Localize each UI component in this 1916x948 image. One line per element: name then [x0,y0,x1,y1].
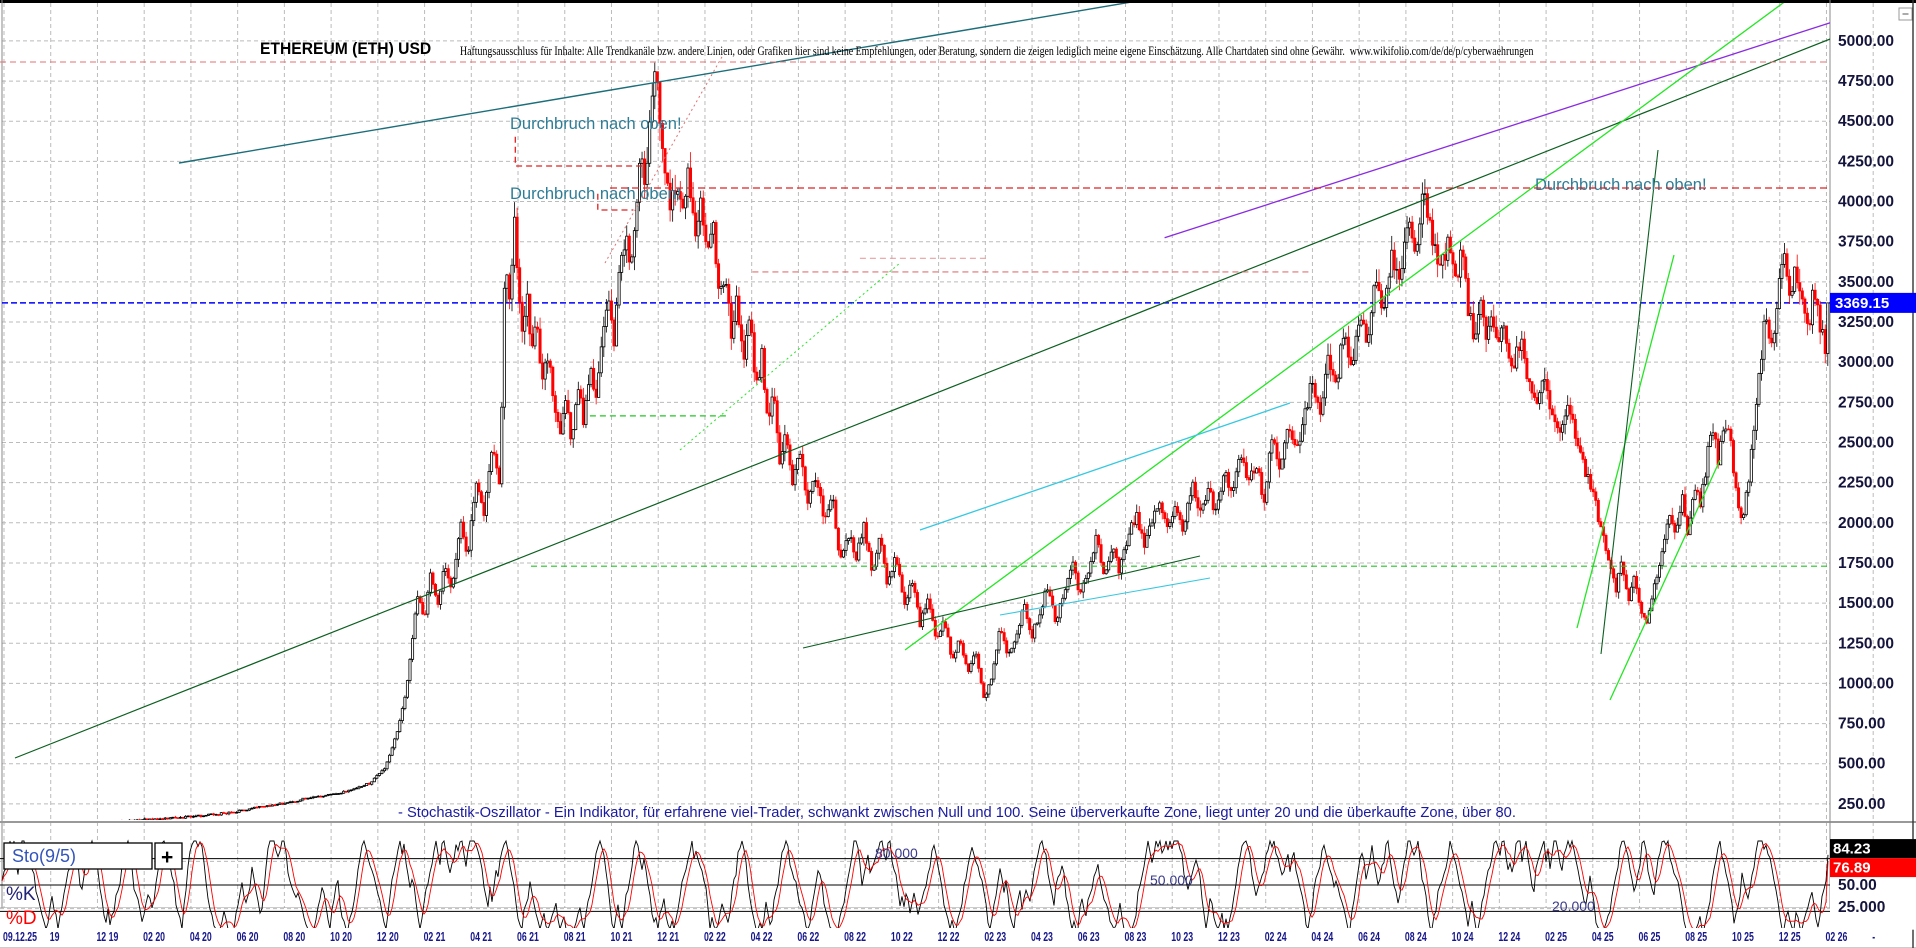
svg-text:%D: %D [6,908,37,929]
svg-text:08 25: 08 25 [1685,931,1707,945]
svg-text:3000.00: 3000.00 [1838,354,1894,371]
svg-text:12 23: 12 23 [1218,931,1240,945]
svg-text:08 20: 08 20 [283,931,305,945]
svg-text:25.000: 25.000 [1838,899,1885,916]
svg-text:04 20: 04 20 [190,931,212,945]
svg-text:Durchbruch nach oben!: Durchbruch nach oben! [510,115,682,133]
svg-text:- Stochastik-Oszillator - Ein: - Stochastik-Oszillator - Ein Indikator,… [398,805,1516,821]
svg-text:06 25: 06 25 [1639,931,1661,945]
svg-text:19: 19 [50,931,60,945]
svg-text:06 20: 06 20 [237,931,259,945]
svg-text:1250.00: 1250.00 [1838,635,1894,652]
svg-text:Sto(9/5): Sto(9/5) [12,846,76,866]
svg-text:84.23: 84.23 [1833,841,1871,858]
svg-text:2500.00: 2500.00 [1838,434,1894,451]
svg-text:09.12.25: 09.12.25 [3,931,37,945]
svg-text:02 23: 02 23 [984,931,1006,945]
svg-text:4750.00: 4750.00 [1838,73,1894,90]
svg-text:20.000: 20.000 [1552,898,1595,914]
svg-text:02 21: 02 21 [424,931,446,945]
svg-text:12 19: 12 19 [96,931,118,945]
svg-text:04 23: 04 23 [1031,931,1053,945]
svg-text:2000.00: 2000.00 [1838,515,1894,532]
svg-text:76.89: 76.89 [1833,860,1871,877]
svg-text:02 22: 02 22 [704,931,726,945]
svg-text:Durchbruch nach oben!: Durchbruch nach oben! [1535,176,1707,194]
svg-text:5000.00: 5000.00 [1838,33,1894,50]
svg-text:1000.00: 1000.00 [1838,675,1894,692]
svg-text:3250.00: 3250.00 [1838,314,1894,331]
svg-text:10 24: 10 24 [1452,931,1474,945]
svg-text:2250.00: 2250.00 [1838,475,1894,492]
svg-text:50.00: 50.00 [1838,877,1877,894]
svg-text:06 22: 06 22 [797,931,819,945]
svg-text:02 20: 02 20 [143,931,165,945]
svg-text:50.000: 50.000 [1150,872,1193,888]
svg-text:12 22: 12 22 [938,931,960,945]
svg-text:%K: %K [6,884,36,905]
svg-text:10 20: 10 20 [330,931,352,945]
svg-text:04 24: 04 24 [1311,931,1333,945]
svg-text:10 22: 10 22 [891,931,913,945]
svg-text:08 24: 08 24 [1405,931,1427,945]
svg-text:02 25: 02 25 [1545,931,1567,945]
svg-text:08 21: 08 21 [564,931,586,945]
svg-text:06 23: 06 23 [1078,931,1100,945]
svg-text:04 25: 04 25 [1592,931,1614,945]
svg-text:+: + [161,846,173,869]
svg-text:08 22: 08 22 [844,931,866,945]
svg-text:06 24: 06 24 [1358,931,1380,945]
svg-text:80.000: 80.000 [875,845,918,861]
svg-text:1750.00: 1750.00 [1838,555,1894,572]
svg-text:250.00: 250.00 [1838,796,1885,813]
svg-text:12 20: 12 20 [377,931,399,945]
svg-text:10 21: 10 21 [610,931,632,945]
svg-text:04 21: 04 21 [470,931,492,945]
svg-text:4000.00: 4000.00 [1838,194,1894,211]
svg-text:3500.00: 3500.00 [1838,274,1894,291]
svg-text:02 26: 02 26 [1825,931,1847,945]
svg-text:3369.15: 3369.15 [1835,295,1889,312]
svg-text:2750.00: 2750.00 [1838,394,1894,411]
svg-text:12 21: 12 21 [657,931,679,945]
svg-text:10 23: 10 23 [1171,931,1193,945]
svg-text:500.00: 500.00 [1838,756,1885,773]
svg-text:04 22: 04 22 [751,931,773,945]
svg-text:12 25: 12 25 [1779,931,1801,945]
svg-text:1500.00: 1500.00 [1838,595,1894,612]
svg-text:10 25: 10 25 [1732,931,1754,945]
svg-text:750.00: 750.00 [1838,716,1885,733]
svg-text:08 23: 08 23 [1125,931,1147,945]
svg-text:4250.00: 4250.00 [1838,153,1894,170]
svg-text:-: - [1872,931,1875,945]
svg-text:06 21: 06 21 [517,931,539,945]
svg-text:12 24: 12 24 [1498,931,1520,945]
svg-text:4500.00: 4500.00 [1838,113,1894,130]
svg-text:3750.00: 3750.00 [1838,234,1894,251]
svg-text:02 24: 02 24 [1265,931,1287,945]
